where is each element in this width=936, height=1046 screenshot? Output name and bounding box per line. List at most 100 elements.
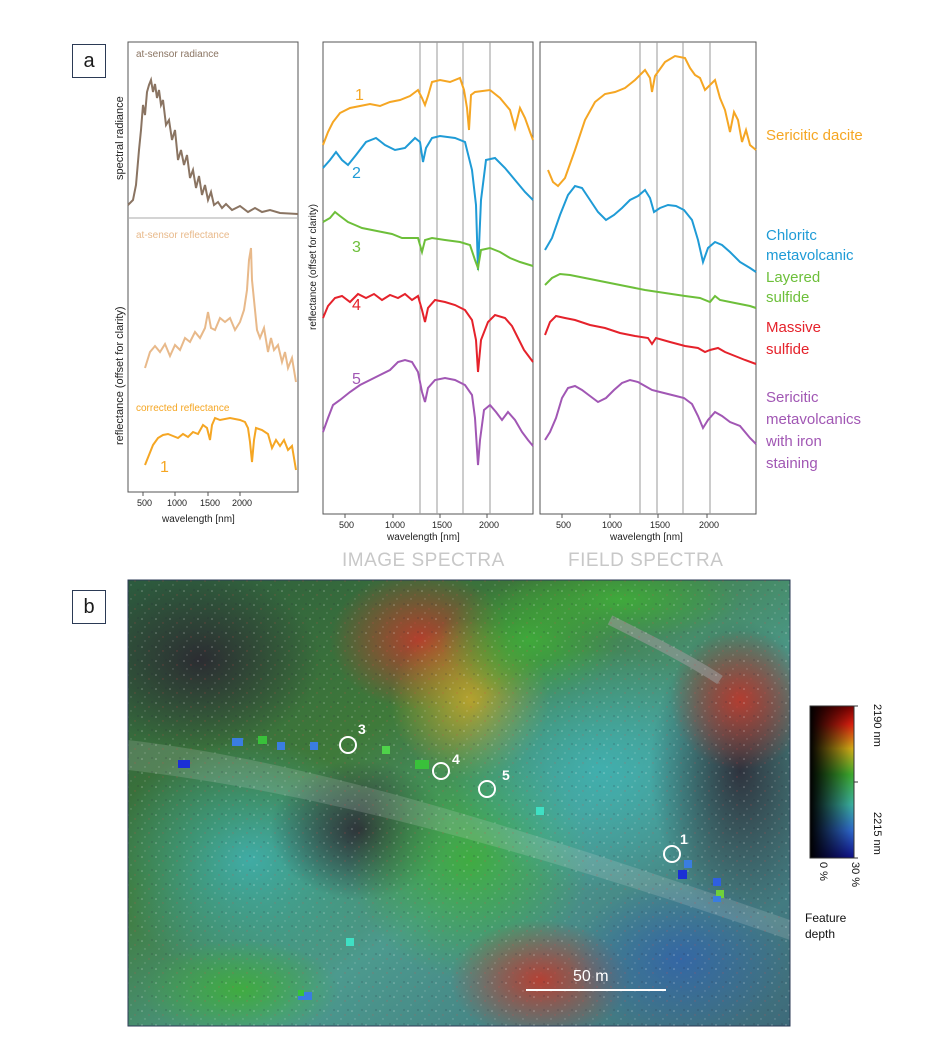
site-4-marker[interactable]	[432, 762, 450, 780]
panel-b-letter: b	[83, 595, 95, 618]
colorbar-title-line2: depth	[805, 927, 835, 941]
panel-b-label: b	[72, 590, 106, 624]
site-1-label: 1	[680, 831, 688, 847]
at-sensor-reflectance-curve	[144, 247, 297, 383]
map-frame	[127, 579, 791, 1027]
site-4-label: 4	[452, 751, 460, 767]
reflectance-ylabel: reflectance (offset for clarity)	[114, 306, 126, 445]
legend-chloritc-line1: Chloritc	[766, 227, 817, 244]
panel-a-letter: a	[83, 49, 95, 72]
colorbar-depth-fade	[810, 706, 854, 858]
vegetation-streak	[607, 615, 723, 685]
scale-bar: 50 m	[526, 968, 666, 991]
sample-point[interactable]	[713, 896, 721, 902]
legend: Sericitic dacite Chloritc metavolcanic L…	[765, 127, 863, 472]
left-column-plot: at-sensor radiance spectral radiance at-…	[114, 41, 299, 525]
site-3-marker[interactable]	[339, 736, 357, 754]
panel-a-plots: at-sensor radiance spectral radiance at-…	[114, 41, 863, 571]
at-sensor-radiance-label: at-sensor radiance	[136, 49, 219, 60]
field-spectrum-4	[544, 314, 757, 365]
sample-point[interactable]	[678, 870, 687, 879]
sample-point[interactable]	[684, 860, 692, 868]
legend-sericitic-dacite: Sericitic dacite	[766, 127, 863, 144]
legend-chloritc-line2: metavolcanic	[766, 247, 854, 264]
legend-massive-line1: Massive	[766, 319, 821, 336]
map-background	[128, 580, 790, 1026]
image-spectrum-3	[322, 210, 534, 272]
image-spectrum-2	[322, 134, 534, 271]
image-spectrum-5	[322, 358, 534, 466]
site-3-label: 3	[358, 721, 366, 737]
sample-point[interactable]	[346, 938, 354, 946]
left-x-axis: 500 1000 1500 2000 wavelength [nm]	[128, 491, 298, 525]
sample-point[interactable]	[178, 760, 190, 768]
image-number-2: 2	[352, 165, 361, 182]
image-number-3: 3	[352, 239, 361, 256]
sample-points	[178, 736, 724, 1000]
hyperspectral-map: 3 4 5 1 50 m	[128, 580, 790, 1026]
legend-iron-line4: staining	[766, 455, 818, 472]
sample-point[interactable]	[716, 890, 724, 898]
sample-point[interactable]	[536, 807, 544, 815]
legend-iron-line1: Sericitic	[766, 389, 819, 406]
colorbar-bottom-label: 2215 nm	[871, 812, 883, 855]
field-xlabel: wavelength [nm]	[609, 532, 683, 543]
site-5-label: 5	[502, 767, 510, 783]
left-xtick-2000: 2000	[232, 498, 252, 508]
at-sensor-reflectance-label: at-sensor reflectance	[136, 230, 230, 241]
corrected-reflectance-curve	[144, 416, 297, 471]
site-5-marker[interactable]	[478, 780, 496, 798]
site-1-marker[interactable]	[663, 845, 681, 863]
colorbar-gradient	[810, 706, 854, 858]
image-spectra-plot: reflectance (offset for clarity) 1 2 3 4…	[308, 41, 534, 571]
sample-point[interactable]	[382, 746, 390, 754]
sample-point[interactable]	[277, 742, 285, 750]
image-spectrum-1	[322, 76, 534, 146]
legend-layered-line2: sulfide	[766, 289, 809, 306]
curve-number-1: 1	[160, 459, 169, 476]
image-number-5: 5	[352, 371, 361, 388]
image-xtick-500: 500	[339, 520, 354, 530]
field-xtick-2000: 2000	[699, 520, 719, 530]
colorbar-top-label: 2190 nm	[871, 704, 883, 747]
image-x-axis: 500 1000 1500 2000 wavelength [nm]	[339, 514, 499, 543]
field-spectra-plot: 500 1000 1500 2000 wavelength [nm] FIELD…	[539, 41, 757, 571]
left-xtick-1000: 1000	[167, 498, 187, 508]
sample-point[interactable]	[298, 990, 304, 996]
image-spectra-caption: IMAGE SPECTRA	[342, 550, 505, 571]
left-xtick-500: 500	[137, 498, 152, 508]
field-xtick-1000: 1000	[602, 520, 622, 530]
field-spectra-caption: FIELD SPECTRA	[568, 550, 723, 571]
image-number-4: 4	[352, 297, 361, 314]
sample-point[interactable]	[298, 992, 312, 1000]
panel-a-label: a	[72, 44, 106, 78]
image-xtick-1000: 1000	[385, 520, 405, 530]
sample-point[interactable]	[310, 742, 318, 750]
sample-point[interactable]	[258, 736, 267, 744]
colorbar: 2190 nm 2215 nm 0 % 30 % Feature depth	[805, 704, 883, 941]
sample-point[interactable]	[415, 760, 429, 769]
left-xtick-1500: 1500	[200, 498, 220, 508]
field-xtick-500: 500	[556, 520, 571, 530]
sample-point[interactable]	[232, 738, 243, 746]
image-xlabel: wavelength [nm]	[386, 532, 460, 543]
left-xlabel: wavelength [nm]	[161, 514, 235, 525]
image-spectrum-4	[322, 292, 534, 373]
colorbar-title-line1: Feature	[805, 911, 847, 925]
field-x-axis: 500 1000 1500 2000 wavelength [nm]	[556, 514, 719, 543]
field-spectrum-5	[544, 378, 757, 445]
spectral-radiance-ylabel: spectral radiance	[114, 96, 126, 180]
legend-iron-line2: metavolcanics	[766, 411, 861, 428]
legend-massive-line2: sulfide	[766, 341, 809, 358]
image-xtick-2000: 2000	[479, 520, 499, 530]
image-spectra-ylabel: reflectance (offset for clarity)	[308, 204, 319, 330]
sample-point[interactable]	[713, 878, 721, 886]
legend-iron-line3: with iron	[765, 433, 822, 450]
radiance-curve	[127, 76, 299, 215]
field-spectrum-1	[547, 54, 757, 188]
scale-bar-label: 50 m	[573, 968, 609, 985]
colorbar-depth-min: 0 %	[817, 862, 829, 881]
field-spectrum-3	[544, 272, 757, 309]
colorbar-depth-max: 30 %	[849, 862, 861, 887]
